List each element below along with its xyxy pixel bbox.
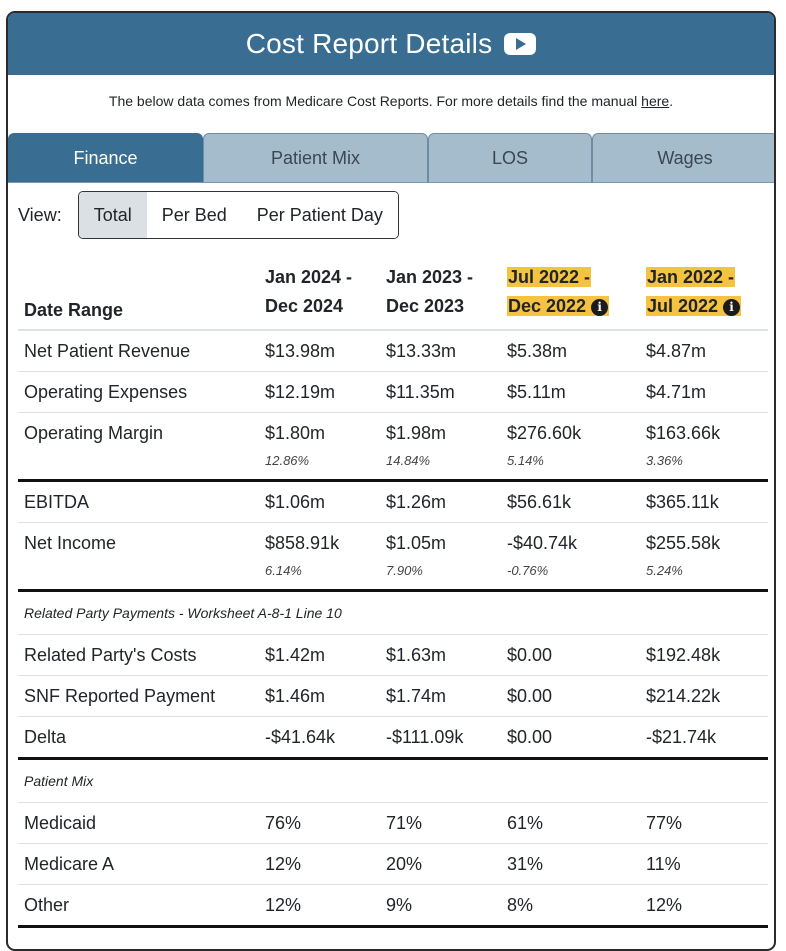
card-header: Cost Report Details [8,13,774,75]
tab-wages[interactable]: Wages [592,133,774,182]
intro-text: The below data comes from Medicare Cost … [108,93,674,109]
info-icon[interactable]: i [723,299,741,316]
table-row-percent: 12.86% 14.84% 5.14% 3.36% [18,453,768,482]
date-range-header: Date Range [18,249,259,331]
column-header: Jan 2022 - Jul 2022 i [640,249,768,331]
table-row: Operating Margin $1.80m $1.98m $276.60k … [18,412,768,453]
table-row: Net Income $858.91k $1.05m -$40.74k $255… [18,522,768,563]
info-icon[interactable]: i [591,299,609,316]
table-row: Related Party's Costs $1.42m $1.63m $0.0… [18,634,768,676]
column-header: Jul 2022 - Dec 2022 i [501,249,640,331]
view-per-bed-button[interactable]: Per Bed [146,192,242,238]
manual-link[interactable]: here [641,93,670,109]
finance-table: Date Range Jan 2024 - Dec 2024 Jan 2023 … [18,249,768,928]
table-row: Other 12% 9% 8% 12% [18,884,768,928]
section-header-related-party: Related Party Payments - Worksheet A-8-1… [24,605,342,621]
table-row-percent: 6.14% 7.90% -0.76% 5.24% [18,563,768,592]
tab-finance[interactable]: Finance [8,133,203,182]
section-header-patient-mix: Patient Mix [24,773,94,789]
table-header-row: Date Range Jan 2024 - Dec 2024 Jan 2023 … [18,249,768,331]
table-row: Medicare A 12% 20% 31% 11% [18,843,768,885]
column-header: Jan 2023 - Dec 2023 [380,249,501,331]
table-row: Delta -$41.64k -$111.09k $0.00 -$21.74k [18,716,768,760]
view-selector: View: Total Per Bed Per Patient Day [18,191,399,239]
table-row: Net Patient Revenue $13.98m $13.33m $5.3… [18,329,768,372]
tab-los[interactable]: LOS [428,133,592,182]
cost-report-card: Cost Report Details The below data comes… [6,11,776,951]
table-row: EBITDA $1.06m $1.26m $56.61k $365.11k [24,491,719,512]
table-row: Operating Expenses $12.19m $11.35m $5.11… [18,371,768,413]
page-title: Cost Report Details [245,28,493,59]
tab-patient-mix[interactable]: Patient Mix [203,133,428,182]
tab-bar: Finance Patient Mix LOS Wages [8,133,774,183]
table-row: Medicaid 76% 71% 61% 77% [18,802,768,844]
view-label: View: [18,204,62,225]
column-header: Jan 2024 - Dec 2024 [259,249,380,331]
view-total-button[interactable]: Total [78,192,147,238]
view-button-group: Total Per Bed Per Patient Day [77,191,399,239]
view-per-patient-day-button[interactable]: Per Patient Day [241,192,398,238]
youtube-play-icon[interactable] [504,33,537,55]
table-row: SNF Reported Payment $1.46m $1.74m $0.00… [18,675,768,717]
